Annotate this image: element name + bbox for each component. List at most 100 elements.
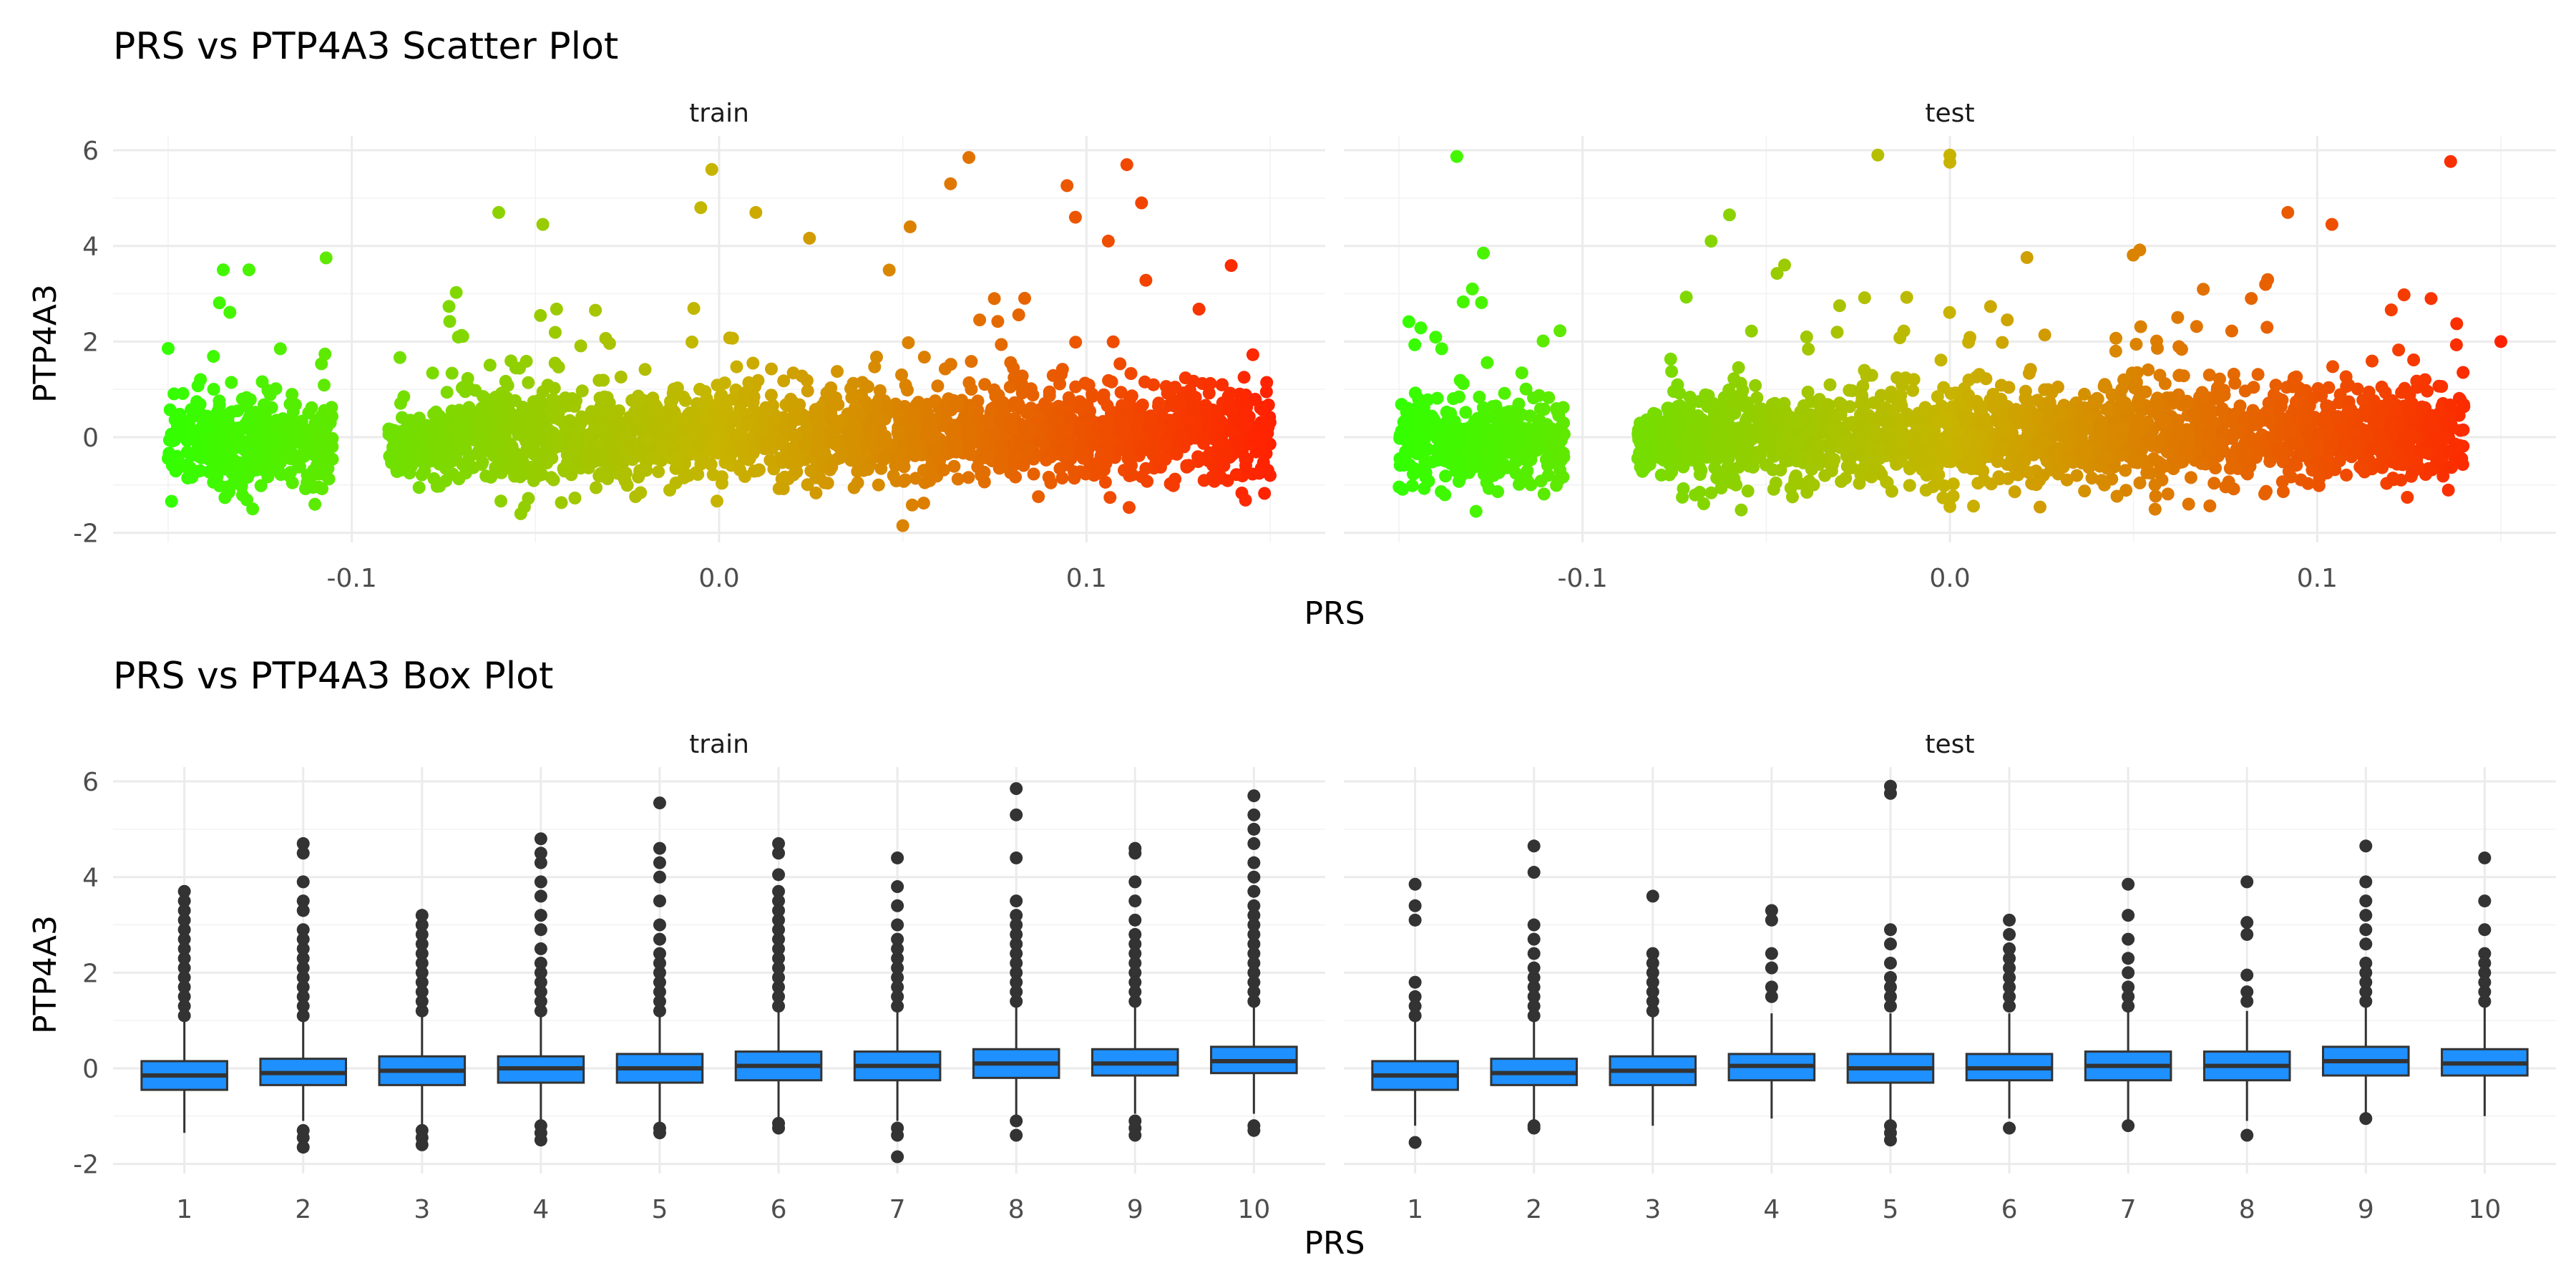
scatter-point <box>477 441 490 454</box>
scatter-point <box>1866 464 1880 478</box>
scatter-point <box>2158 377 2172 391</box>
scatter-point <box>2133 476 2147 489</box>
scatter-point <box>1729 478 1743 492</box>
scatter-point <box>991 315 1005 328</box>
scatter-point <box>475 458 489 471</box>
scatter-point <box>1634 416 1646 430</box>
scatter-point <box>1435 342 1448 356</box>
scatter-point <box>681 408 695 421</box>
scatter-point <box>747 444 761 457</box>
scatter-point <box>693 383 706 396</box>
scatter-point <box>180 434 194 447</box>
scatter-point <box>859 439 873 452</box>
scatter-point <box>887 469 900 482</box>
scatter-point <box>1858 291 1871 305</box>
scatter-point <box>854 408 867 421</box>
scatter-point <box>2075 424 2089 438</box>
scatter-point <box>401 436 414 450</box>
scatter-point <box>445 366 459 380</box>
scatter-point <box>190 464 203 478</box>
scatter-point <box>2222 475 2235 489</box>
scatter-point <box>1660 440 1674 454</box>
scatter-point <box>242 263 255 277</box>
scatter-point <box>1797 399 1810 412</box>
scatter-point <box>550 302 563 316</box>
scatter-point <box>1449 454 1463 467</box>
scatter-point <box>1729 375 1742 388</box>
scatter-point <box>522 376 535 389</box>
scatter-point <box>310 414 323 427</box>
scatter-point <box>2052 459 2066 473</box>
scatter-point <box>2228 376 2242 390</box>
scatter-point <box>178 419 192 432</box>
scatter-point <box>1182 413 1196 426</box>
scatter-point <box>1996 336 2009 349</box>
scatter-point <box>218 491 232 504</box>
scatter-point <box>831 415 844 429</box>
scatter-point <box>898 400 912 413</box>
scatter-point <box>859 379 873 393</box>
scatter-point <box>707 436 721 450</box>
scatter-point <box>443 450 457 464</box>
scatter-point <box>1692 427 1706 441</box>
scatter-point <box>1529 441 1543 455</box>
scatter-point <box>917 497 930 510</box>
scatter-point <box>1075 397 1089 411</box>
scatter-point <box>240 436 253 449</box>
scatter-point <box>1745 324 1758 338</box>
scatter-point <box>545 404 558 418</box>
scatter-point <box>1055 472 1069 484</box>
scatter-point <box>2032 434 2046 447</box>
scatter-point <box>248 406 262 419</box>
scatter-point <box>2198 402 2212 416</box>
scatter-point <box>1053 377 1066 391</box>
scatter-point <box>1556 448 1569 462</box>
scatter-point <box>2127 453 2141 467</box>
scatter-point <box>2251 368 2265 381</box>
scatter-point <box>570 457 583 471</box>
scatter-point <box>1958 434 1972 448</box>
scatter-point <box>947 459 961 473</box>
scatter-point <box>2114 449 2128 462</box>
scatter-point <box>1419 466 1433 479</box>
scatter-point <box>2340 468 2353 482</box>
scatter-point <box>2441 483 2455 497</box>
scatter-point <box>719 406 733 419</box>
scatter-point <box>2142 433 2156 447</box>
scatter-point <box>2119 464 2132 477</box>
scatter-point <box>1097 393 1111 406</box>
scatter-point <box>316 482 328 496</box>
scatter-point <box>1967 499 1980 513</box>
scatter-point <box>2045 386 2059 399</box>
scatter-point <box>1224 259 1238 273</box>
scatter-point <box>1032 490 1045 504</box>
scatter-point <box>2160 445 2174 459</box>
scatter-point <box>803 231 816 245</box>
scatter-point <box>1757 442 1770 455</box>
scatter-point <box>1661 401 1674 415</box>
scatter-point <box>1792 477 1806 490</box>
scatter-point <box>2078 387 2091 401</box>
scatter-point <box>2147 452 2160 465</box>
scatter-point <box>1007 361 1020 375</box>
scatter-point <box>944 358 957 371</box>
scatter-point <box>207 350 220 364</box>
scatter-point <box>1768 396 1782 410</box>
scatter-point <box>901 384 914 397</box>
scatter-point <box>1204 376 1217 390</box>
scatter-point <box>622 439 635 452</box>
scatter-point <box>1946 489 1960 503</box>
scatter-point <box>2303 424 2316 437</box>
scatter-point <box>1027 467 1040 481</box>
scatter-point <box>1440 416 1453 430</box>
scatter-point <box>1735 503 1748 517</box>
scatter-point <box>2127 248 2140 262</box>
scatter-point <box>1169 472 1182 486</box>
scatter-point <box>1843 384 1856 397</box>
scatter-point <box>992 414 1006 428</box>
scatter-point <box>715 477 728 490</box>
scatter-point <box>303 440 317 454</box>
scatter-point <box>1456 295 1470 308</box>
scatter-point <box>1833 299 1846 313</box>
scatter-point <box>1138 375 1151 389</box>
